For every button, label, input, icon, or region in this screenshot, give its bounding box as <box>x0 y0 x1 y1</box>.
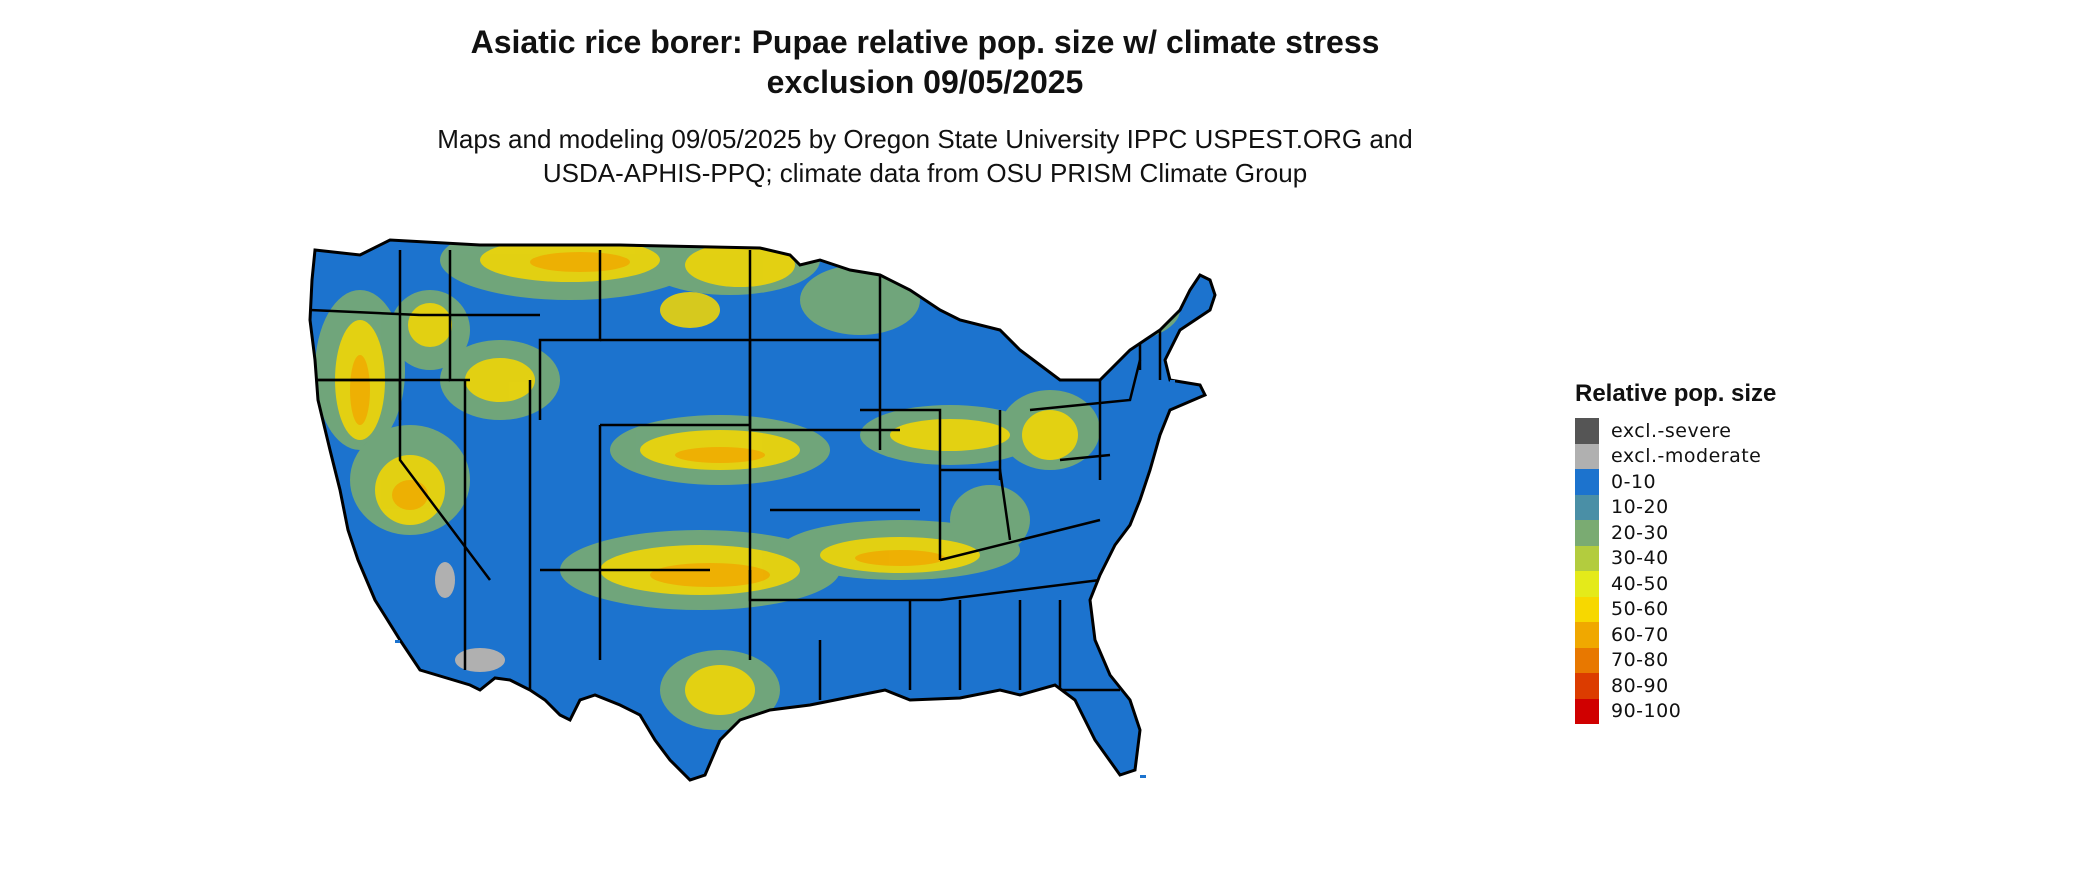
legend-item: 30-40 <box>1575 545 1776 571</box>
legend-label: 80-90 <box>1611 674 1669 697</box>
map-title: Asiatic rice borer: Pupae relative pop. … <box>0 22 1850 102</box>
legend-label: 30-40 <box>1611 547 1669 570</box>
us-map <box>300 220 1560 890</box>
map-subtitle-line1: Maps and modeling 09/05/2025 by Oregon S… <box>437 124 1413 154</box>
legend-items: excl.-severe excl.-moderate 0-10 10-20 20-30… <box>1575 418 1776 724</box>
legend-item: excl.-severe <box>1575 418 1776 444</box>
legend-title: Relative pop. size <box>1575 380 1777 407</box>
map-title-line1: Asiatic rice borer: Pupae relative pop. … <box>470 24 1380 60</box>
legend-swatch <box>1575 596 1599 622</box>
islands <box>395 380 1175 778</box>
legend-label: 50-60 <box>1611 598 1669 621</box>
legend-item: 40-50 <box>1575 571 1776 597</box>
legend-item: excl.-moderate <box>1575 443 1776 469</box>
us-map-svg <box>308 238 1217 782</box>
legend-item: 10-20 <box>1575 494 1776 520</box>
legend-label: 10-20 <box>1611 496 1669 519</box>
legend-swatch <box>1575 622 1599 648</box>
legend-swatch <box>1575 698 1599 724</box>
legend-label: 60-70 <box>1611 623 1669 646</box>
legend-swatch <box>1575 673 1599 699</box>
legend-swatch <box>1575 647 1599 673</box>
legend-label: excl.-severe <box>1611 419 1732 442</box>
legend-swatch <box>1575 469 1599 495</box>
legend-label: 90-100 <box>1611 700 1682 723</box>
legend-item: 0-10 <box>1575 469 1776 495</box>
legend-label: 0-10 <box>1611 470 1657 493</box>
legend-swatch <box>1575 494 1599 520</box>
legend-item: 60-70 <box>1575 622 1776 648</box>
legend-label: 40-50 <box>1611 572 1669 595</box>
legend-label: 70-80 <box>1611 649 1669 672</box>
legend: Relative pop. size excl.-severe excl.-mod… <box>1575 380 1776 724</box>
map-subtitle-line2: USDA-APHIS-PPQ; climate data from OSU PR… <box>542 158 1308 188</box>
legend-swatch <box>1575 443 1599 469</box>
legend-swatch <box>1575 545 1599 571</box>
legend-item: 90-100 <box>1575 698 1776 724</box>
legend-swatch <box>1575 520 1599 546</box>
map-title-line2: exclusion 09/05/2025 <box>766 64 1084 100</box>
legend-swatch <box>1575 418 1599 444</box>
map-subtitle: Maps and modeling 09/05/2025 by Oregon S… <box>0 122 1850 190</box>
legend-item: 50-60 <box>1575 596 1776 622</box>
legend-label: 20-30 <box>1611 521 1669 544</box>
legend-item: 20-30 <box>1575 520 1776 546</box>
legend-label: excl.-moderate <box>1611 445 1762 468</box>
state-borders <box>310 250 1162 700</box>
legend-item: 70-80 <box>1575 647 1776 673</box>
legend-swatch <box>1575 571 1599 597</box>
legend-item: 80-90 <box>1575 673 1776 699</box>
